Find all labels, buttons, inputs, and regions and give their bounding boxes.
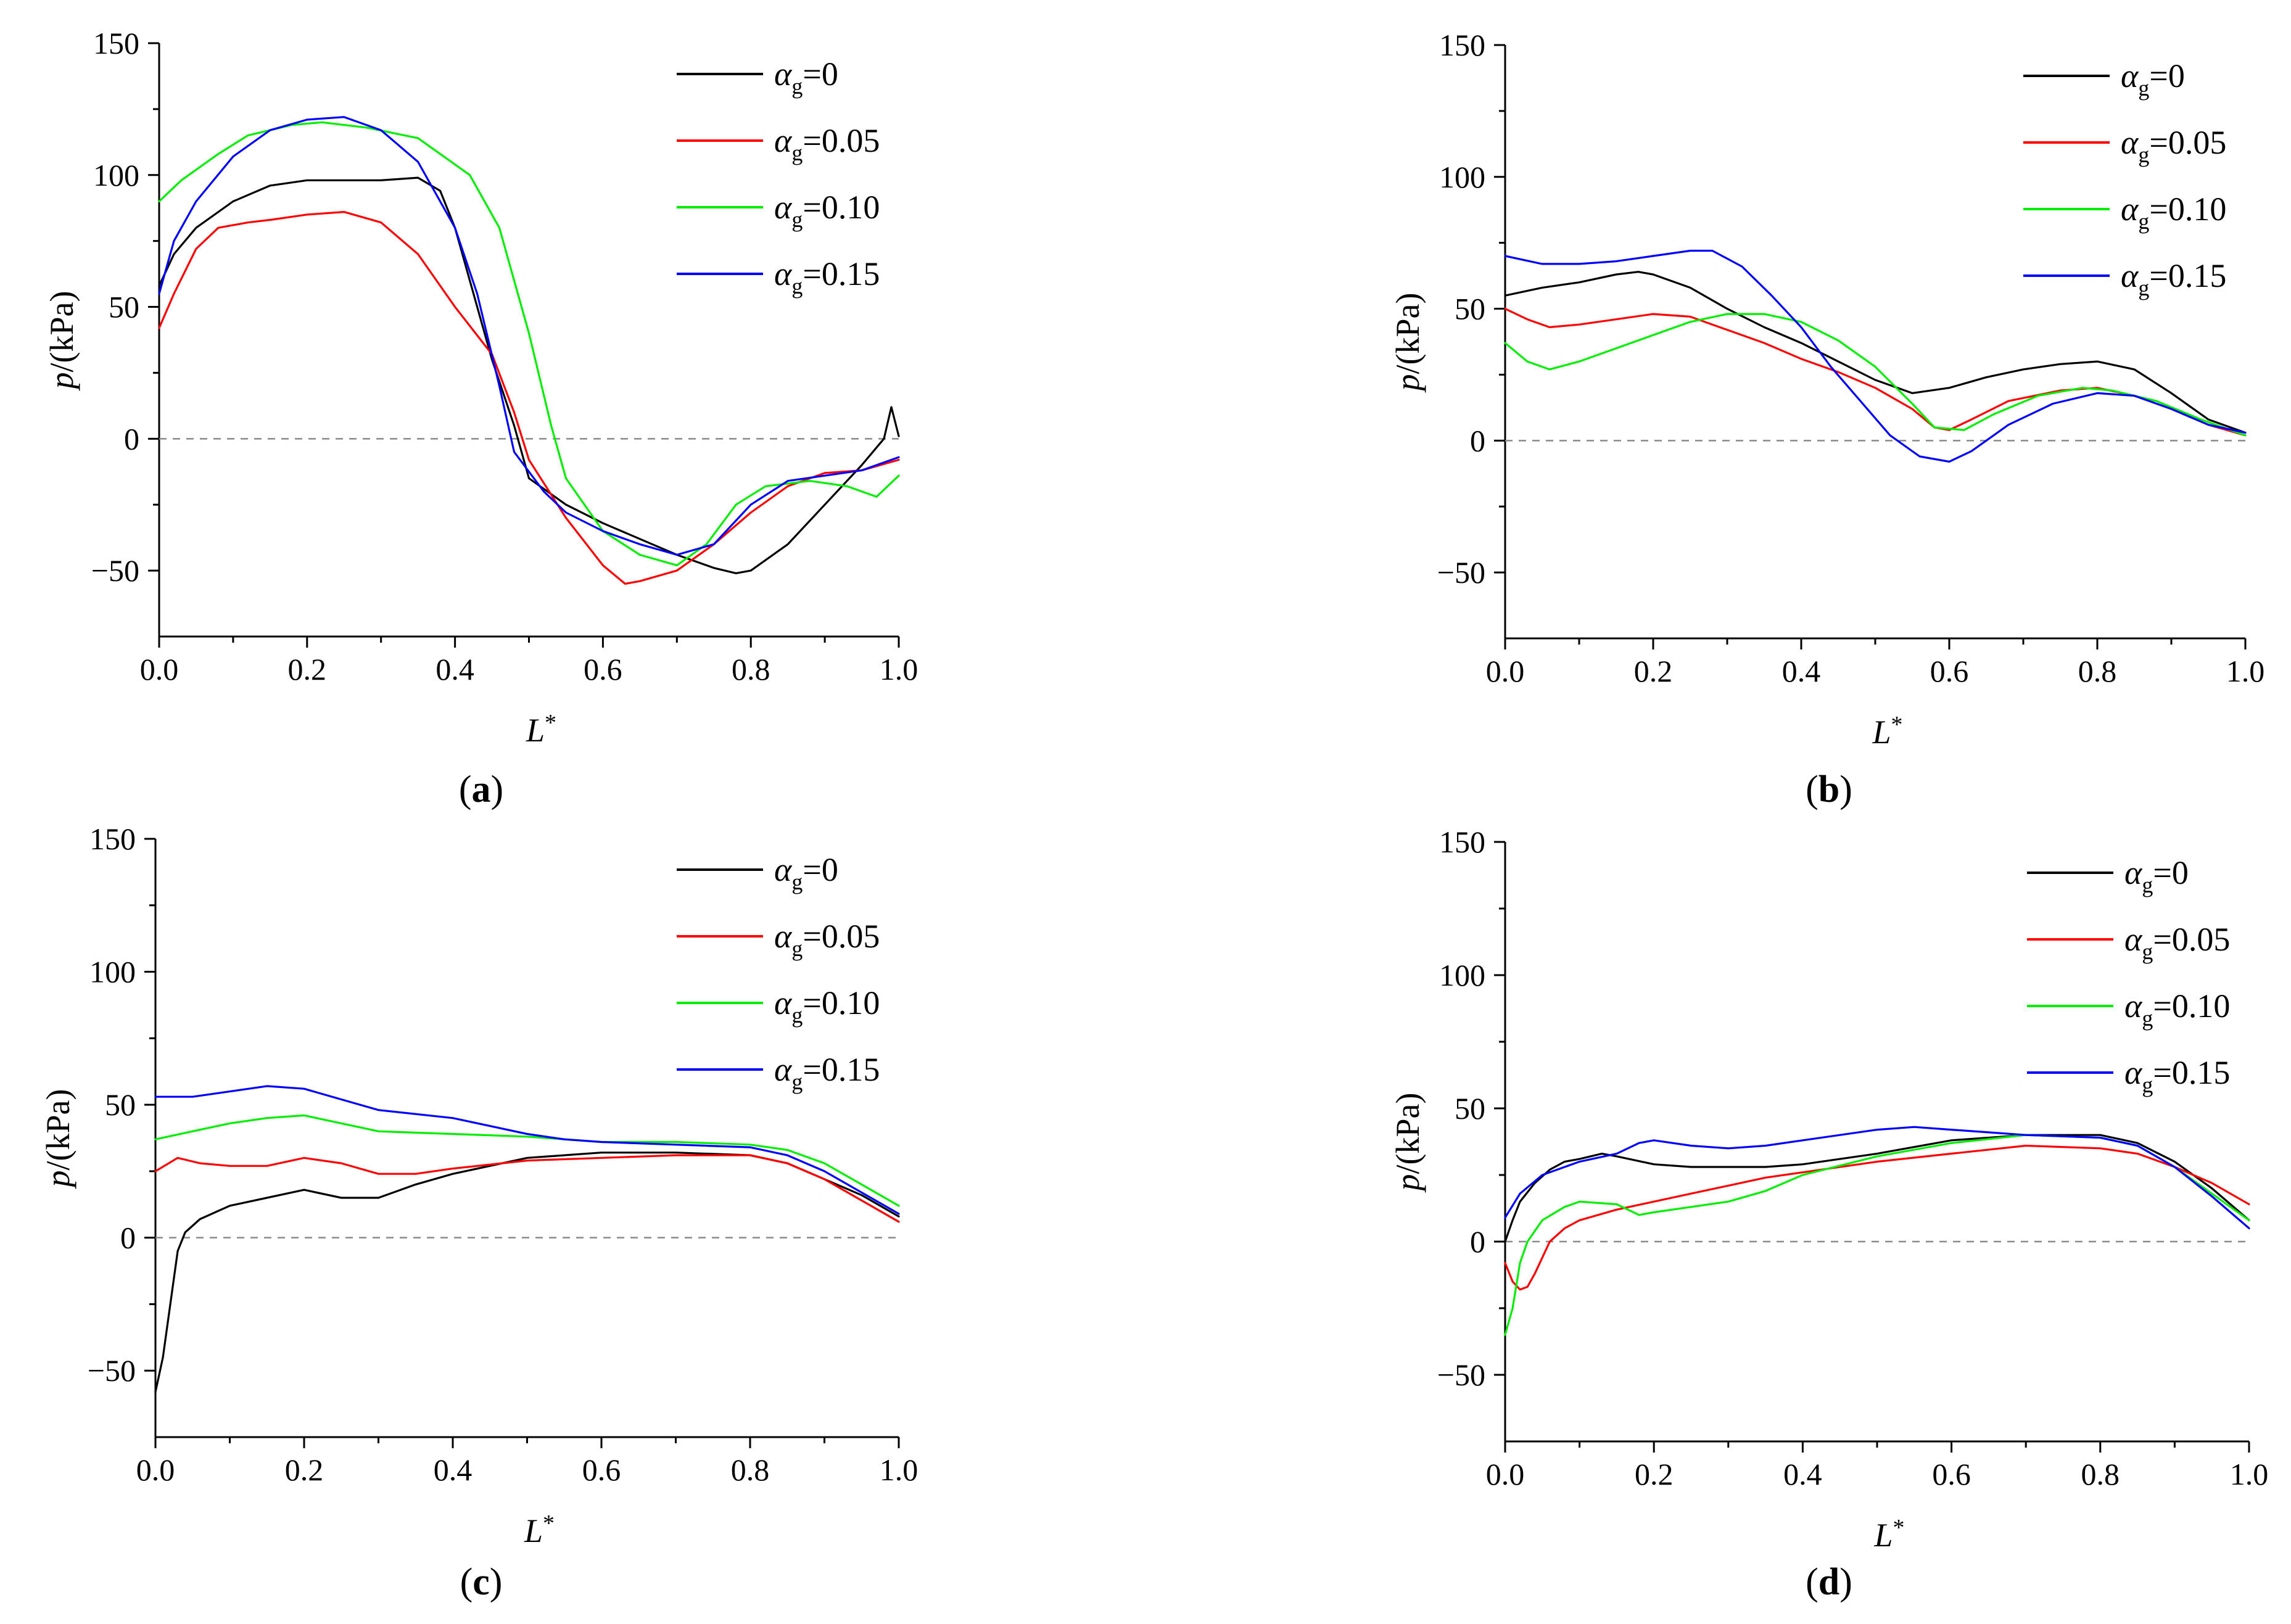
x-tick-label: 1.0: [880, 652, 918, 686]
series-line-c-0: [154, 1152, 900, 1393]
legend-entry: αg=0.10: [774, 984, 880, 1028]
legend-entry: αg=0.10: [2121, 191, 2226, 234]
legend-entry: αg=0: [2121, 57, 2185, 101]
series-line-d-1: [1504, 1144, 2250, 1291]
panel-label: (a): [459, 769, 503, 810]
x-tick-label: 0.6: [582, 1453, 621, 1487]
chart-panel-d: 150 100 50 0 −50 0.0 0.2 0.4 0.6 0.8 1.0 L* p/(kPa) α…: [1389, 825, 2268, 1603]
x-tick-label: 0.2: [288, 652, 327, 686]
x-tick-label: 0.8: [2078, 654, 2117, 688]
x-tick-label: 0.6: [584, 652, 622, 686]
x-axis-title: L*: [1873, 1515, 1904, 1554]
legend-entry: αg=0.05: [2121, 124, 2226, 167]
y-tick-label: 50: [109, 290, 139, 324]
y-tick-label: 100: [1439, 958, 1485, 992]
series-line-c-3: [154, 1085, 900, 1215]
y-tick-label: 150: [1439, 28, 1485, 62]
y-tick-label: 50: [105, 1087, 136, 1122]
series-line-a-3: [158, 116, 900, 556]
series-line-c-1: [154, 1154, 900, 1223]
y-axis-title: p/(kPa): [43, 291, 80, 392]
x-tick-label: 1.0: [2230, 1457, 2269, 1491]
legend-entry: αg=0.05: [2124, 921, 2230, 964]
series-line-b-0: [1504, 271, 2247, 434]
legend-entry: αg=0: [774, 851, 838, 894]
x-tick-label: 0.0: [136, 1453, 175, 1487]
y-tick-label: 0: [120, 1221, 136, 1255]
x-tick-label: 0.8: [2081, 1457, 2120, 1491]
y-tick-label: 0: [1470, 1224, 1485, 1259]
y-tick-label: 100: [89, 955, 136, 989]
series-line-b-2: [1504, 313, 2247, 437]
x-tick-label: 0.2: [1634, 654, 1673, 688]
y-tick-label: 0: [124, 421, 139, 456]
panel-label: (c): [460, 1561, 503, 1603]
y-tick-label: −50: [91, 553, 139, 588]
y-axis-title: p/(kPa): [1389, 1093, 1426, 1193]
x-tick-label: 0.4: [435, 652, 474, 686]
legend-entry: αg=0.10: [2124, 987, 2230, 1031]
y-axis-title: p/(kPa): [39, 1089, 76, 1190]
x-tick-label: 0.4: [1782, 654, 1821, 688]
series-line-d-0: [1504, 1134, 2250, 1243]
series-line-b-3: [1504, 249, 2247, 463]
y-tick-label: 100: [1439, 160, 1485, 194]
legend-entry: αg=0.15: [2121, 257, 2226, 300]
series-line-d-2: [1504, 1134, 2250, 1336]
y-tick-label: 50: [1455, 292, 1485, 326]
panel-label: (b): [1806, 769, 1852, 810]
y-axis-title: p/(kPa): [1389, 293, 1426, 394]
legend-entry: αg=0: [774, 56, 838, 99]
series-line-a-1: [158, 211, 900, 585]
y-tick-label: 150: [93, 26, 139, 60]
y-tick-label: 150: [1439, 825, 1485, 859]
x-axis-title: L*: [524, 1511, 555, 1549]
legend-entry: αg=0.15: [774, 255, 880, 299]
series-line-c-2: [154, 1114, 900, 1207]
series-line-a-0: [158, 176, 900, 574]
chart-panel-c: 150 100 50 0 −50 0.0 0.2 0.4 0.6 0.8 1.0 L* p/(kPa) α…: [39, 822, 918, 1603]
x-tick-label: 0.4: [434, 1453, 473, 1487]
legend-entry: αg=0: [2124, 854, 2189, 897]
x-tick-label: 0.8: [731, 1453, 770, 1487]
x-tick-label: 0.4: [1783, 1457, 1822, 1491]
x-axis-title: L*: [1872, 712, 1902, 751]
x-tick-label: 1.0: [2226, 654, 2265, 688]
y-tick-label: −50: [1437, 555, 1485, 590]
chart-panel-a: 150 100 50 0 −50 0.0 0.2 0.4 0.6 0.8 1.0 L* p/(kPa) α…: [43, 26, 918, 810]
x-tick-label: 1.0: [880, 1453, 918, 1487]
x-axis-title: L*: [526, 710, 556, 749]
series-line-d-3: [1504, 1126, 2250, 1229]
legend-entry: αg=0.05: [774, 122, 880, 165]
x-tick-label: 0.0: [140, 652, 179, 686]
y-tick-label: 150: [89, 822, 136, 856]
y-tick-label: −50: [88, 1353, 136, 1388]
y-tick-label: −50: [1437, 1358, 1485, 1392]
legend-entry: αg=0.15: [2124, 1054, 2230, 1097]
x-tick-label: 0.0: [1486, 654, 1525, 688]
panel-label: (d): [1806, 1561, 1852, 1603]
legend-entry: αg=0.10: [774, 189, 880, 232]
legend-entry: αg=0.05: [774, 918, 880, 961]
x-tick-label: 0.2: [285, 1453, 324, 1487]
series-line-b-1: [1504, 308, 2247, 437]
y-tick-label: 0: [1470, 423, 1485, 458]
chart-panel-b: 150 100 50 0 −50 0.0 0.2 0.4 0.6 0.8 1.0 L* p/(kPa) α…: [1389, 28, 2264, 810]
legend-entry: αg=0.15: [774, 1051, 880, 1094]
y-tick-label: 100: [93, 158, 139, 192]
x-tick-label: 0.2: [1635, 1457, 1674, 1491]
x-tick-label: 0.6: [1932, 1457, 1971, 1491]
x-tick-label: 0.6: [1930, 654, 1969, 688]
x-tick-label: 0.8: [732, 652, 770, 686]
y-tick-label: 50: [1455, 1091, 1485, 1126]
x-tick-label: 0.0: [1486, 1457, 1525, 1491]
